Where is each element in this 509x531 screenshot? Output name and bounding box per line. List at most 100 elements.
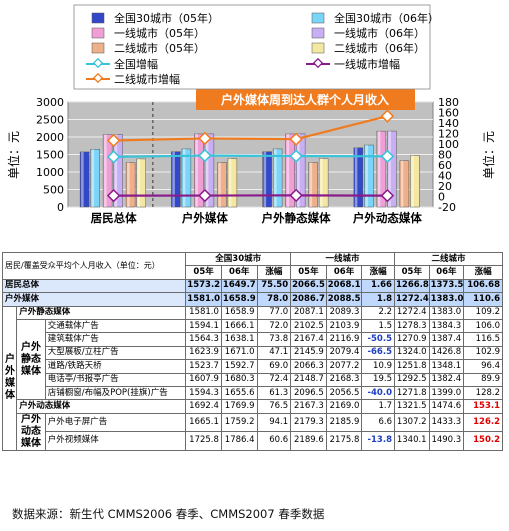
bar-highlight xyxy=(137,158,141,207)
legend-swatch xyxy=(311,27,325,39)
cell-value: 1623.9 xyxy=(185,345,222,361)
bar xyxy=(295,133,306,208)
right-tick-label: 100 xyxy=(438,138,459,151)
cell-value: 78.0 xyxy=(256,292,292,307)
series-line xyxy=(113,115,388,142)
cell-value: 73.8 xyxy=(256,332,292,347)
table-row: 居民总体 1573.2 1649.7 75.50 2066.5 2068.1 1.66 126… xyxy=(1,278,503,294)
static-vertical-label: 户外静态媒体 xyxy=(16,318,46,401)
cell-value: 153.1 xyxy=(463,399,503,414)
line-marker xyxy=(380,149,395,164)
bar-highlight xyxy=(81,151,84,207)
row-label: 建筑载体广告 xyxy=(44,332,187,347)
bar-highlight xyxy=(400,160,404,207)
legend-label: 一线城市增幅 xyxy=(334,57,400,71)
bar xyxy=(136,158,146,208)
bar-highlight xyxy=(263,151,267,207)
cell-value: 1666.1 xyxy=(220,318,258,334)
cell-value: 72.0 xyxy=(256,318,292,334)
income-table: 居民/覆盖受众平均个人月收入（单位：元） 全国30城市 一线城市 二线城市 05年 06年… xyxy=(1,251,504,451)
cell-value: 2096.5 xyxy=(290,385,327,401)
cell-value: 110.6 xyxy=(463,292,503,307)
line-marker xyxy=(106,188,121,203)
bar-highlight xyxy=(195,133,198,207)
bar-highlight xyxy=(411,155,414,207)
cell-value: 1.7 xyxy=(361,399,395,414)
row-label: 户外媒体 xyxy=(1,292,187,307)
income-chart: 0 500 1000 1500 2000 2500 3000 -20 0 20 40 60 80 100 1… xyxy=(0,0,509,236)
line-marker xyxy=(289,188,303,203)
bar xyxy=(227,158,238,208)
outdoor-vertical-label: 户外媒体 xyxy=(1,305,18,451)
legend-label: 全国增幅 xyxy=(114,57,158,71)
sub-header: 05年 xyxy=(290,265,327,280)
cell-value: 1490.3 xyxy=(428,431,465,451)
cell-value: 75.50 xyxy=(256,278,292,294)
bar xyxy=(181,148,192,208)
legend-swatch xyxy=(91,42,105,54)
bar xyxy=(399,160,410,208)
legend-box xyxy=(73,4,431,90)
cell-value: 2148.7 xyxy=(290,372,327,387)
line-marker xyxy=(289,132,303,146)
category-label: 户外静态媒体 xyxy=(262,211,331,225)
sub-header: 06年 xyxy=(220,265,258,280)
bar xyxy=(410,155,420,208)
cell-value: 77.0 xyxy=(256,305,292,320)
table-row: 店铺橱窗/布幅及POP(挂旗)广告 1594.3 1655.6 61.3 2096.5 2… xyxy=(3,385,503,401)
sub-header: 05年 xyxy=(393,265,430,280)
bar xyxy=(318,158,329,208)
cell-value: 2185.9 xyxy=(325,412,363,433)
cell-value: 2079.4 xyxy=(325,345,363,361)
cell-value: 1594.1 xyxy=(185,318,222,334)
bar-highlight xyxy=(377,131,381,207)
cell-value: 69.0 xyxy=(256,359,292,374)
cell-value: 1692.4 xyxy=(185,399,222,414)
bar-highlight xyxy=(218,162,221,207)
row-label: 户外静态媒体 xyxy=(16,305,187,320)
table-row: 建筑载体广告 1564.3 1638.1 73.8 2167.4 2116.9 -50.5 1… xyxy=(3,332,503,347)
legend-marker xyxy=(312,57,324,69)
right-tick-label: -20 xyxy=(438,201,456,214)
cell-value: 2066.5 xyxy=(290,278,327,294)
cell-value: -40.0 xyxy=(361,385,395,401)
cell-value: 109.2 xyxy=(463,305,503,320)
legend-label: 一线城市（06年） xyxy=(334,26,425,40)
sub-header: 涨幅 xyxy=(256,265,292,280)
group-header: 二线城市 xyxy=(393,251,504,267)
cell-value: 2103.9 xyxy=(325,318,363,334)
table-row: 户外静态媒体 交通载体广告 1594.1 1666.1 72.0 2102.5 2103.9… xyxy=(3,318,503,401)
bar-highlight xyxy=(388,131,391,207)
bar-highlight xyxy=(309,162,313,207)
bar xyxy=(204,133,215,208)
cell-value: 1383.0 xyxy=(428,292,465,307)
cell-value: 1278.3 xyxy=(393,318,430,334)
legend-swatch xyxy=(311,12,325,24)
sub-header: 涨幅 xyxy=(361,265,395,280)
bar xyxy=(387,130,397,208)
cell-value: 1594.3 xyxy=(185,385,222,401)
cell-value: 10.9 xyxy=(361,359,395,374)
right-tick-label: 40 xyxy=(438,170,452,183)
bar xyxy=(285,133,295,208)
cell-value: -50.5 xyxy=(361,332,395,347)
group-header: 一线城市 xyxy=(290,251,395,267)
cell-value: 1.5 xyxy=(361,318,395,334)
bar xyxy=(171,151,181,208)
left-axis-title: 单位：元 xyxy=(6,131,21,179)
cell-value: 1581.0 xyxy=(185,305,222,320)
left-tick-label: 1500 xyxy=(36,149,64,162)
cell-value: 150.2 xyxy=(463,431,503,451)
line-marker xyxy=(380,109,395,123)
cell-value: 2086.7 xyxy=(290,292,327,307)
cell-value: 1564.3 xyxy=(185,332,222,347)
legend-marker xyxy=(92,72,104,84)
right-tick-label: 120 xyxy=(438,128,459,141)
category-label: 居民总体 xyxy=(91,211,137,225)
cell-value: 1348.1 xyxy=(428,359,465,374)
cell-value: 1340.1 xyxy=(393,431,430,451)
income-table-wrap: 居民/覆盖受众平均个人月收入（单位：元） 全国30城市 一线城市 二线城市 05年 06年… xyxy=(1,251,504,451)
bar xyxy=(308,162,318,208)
sub-header: 06年 xyxy=(428,265,465,280)
legend-label: 二线城市（05年） xyxy=(114,41,205,55)
